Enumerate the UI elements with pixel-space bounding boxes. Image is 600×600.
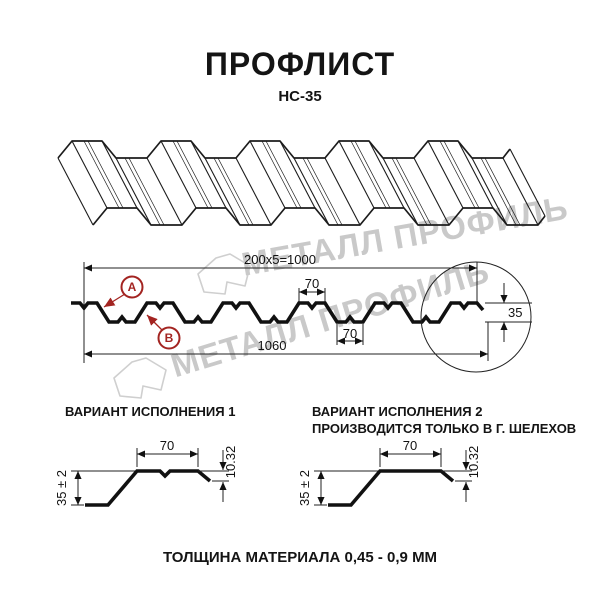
dim-label-rib-top: 70 bbox=[305, 276, 319, 291]
callout-a-circle bbox=[120, 275, 144, 299]
profile-model-subtitle: НС-35 bbox=[278, 88, 322, 105]
variant1-profile bbox=[85, 469, 212, 507]
variant2-title: ВАРИАНТ ИСПОЛНЕНИЯ 2 bbox=[312, 404, 483, 419]
variant1-dim-lip: 10.32 bbox=[223, 446, 238, 479]
dim-label-top-total: 200x5=1000 bbox=[244, 252, 316, 267]
variant2-dim-height: 35 ± 2 bbox=[297, 470, 312, 506]
detail-circle bbox=[420, 261, 532, 373]
dim-label-rib-bottom: 70 bbox=[343, 326, 357, 341]
profile-3d-drawing bbox=[57, 140, 546, 226]
dim-label-height: 35 bbox=[508, 305, 522, 320]
variant2-profile bbox=[328, 469, 455, 507]
variant1-dim-height: 35 ± 2 bbox=[54, 470, 69, 506]
variant1-dim-top: 70 bbox=[160, 438, 174, 453]
variant2-dim-top: 70 bbox=[403, 438, 417, 453]
callout-a-label: А bbox=[128, 280, 137, 294]
variant2-dim-lip: 10.32 bbox=[466, 446, 481, 479]
variant2-subtitle: ПРОИЗВОДИТСЯ ТОЛЬКО В Г. ШЕЛЕХОВ bbox=[312, 421, 577, 436]
dim-label-overall: 1060 bbox=[258, 338, 287, 353]
brand-logo-watermark bbox=[197, 253, 251, 295]
callout-b-label: В bbox=[165, 331, 174, 345]
variant-detail-drawings: 70 10.32 35 ± 2 70 10.32 35 ± 2 bbox=[54, 438, 481, 507]
variant1-title: ВАРИАНТ ИСПОЛНЕНИЯ 1 bbox=[65, 404, 236, 419]
profile-outline bbox=[71, 301, 485, 324]
page-title: ПРОФЛИСТ bbox=[204, 46, 396, 82]
callout-b-circle bbox=[157, 326, 181, 350]
brand-logo-watermark bbox=[113, 357, 167, 399]
material-thickness-note: ТОЛЩИНА МАТЕРИАЛА 0,45 - 0,9 ММ bbox=[162, 549, 438, 566]
cross-section-drawing: 200x5=1000 70 70 1060 35 А В bbox=[71, 252, 532, 373]
